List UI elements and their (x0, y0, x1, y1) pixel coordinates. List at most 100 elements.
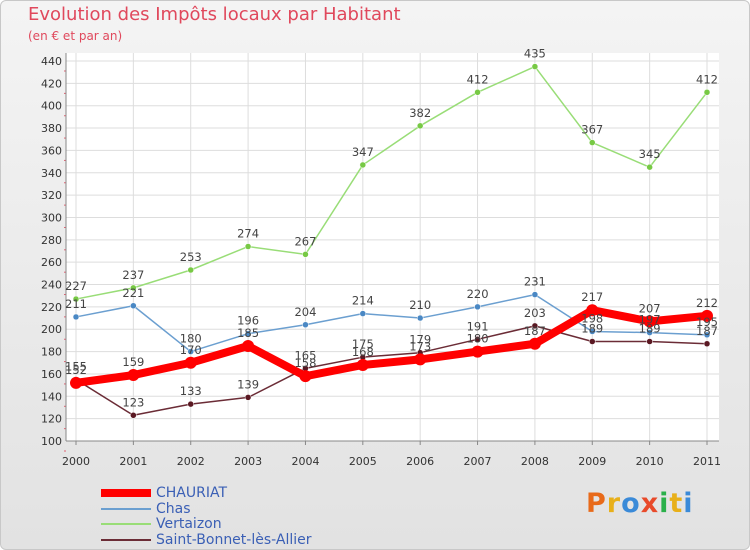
data-label-saint-bonnet-les-allier: 139 (237, 377, 259, 391)
y-tick-label: 400 (41, 100, 62, 113)
data-label-vertaizon: 253 (180, 250, 202, 264)
data-point-chas (302, 321, 309, 329)
y-tick-label: 360 (41, 144, 62, 157)
data-label-saint-bonnet-les-allier: 175 (352, 337, 374, 351)
data-point-saint-bonnet-les-allier (474, 336, 481, 343)
x-tick-label: 2007 (464, 455, 492, 468)
data-point-saint-bonnet-les-allier (187, 400, 194, 408)
x-tick-label: 2004 (291, 455, 319, 468)
data-point-chas (244, 330, 252, 337)
data-point-vertaizon (531, 63, 539, 70)
data-label-chas: 180 (180, 332, 202, 346)
data-label-chauriat: 185 (237, 326, 259, 340)
data-point-saint-bonnet-les-allier (703, 340, 711, 348)
data-point-chas (130, 302, 137, 310)
data-label-chas: 220 (467, 287, 489, 301)
data-label-vertaizon: 412 (696, 72, 718, 86)
x-tick-label: 2010 (636, 455, 664, 468)
y-tick-label: 380 (41, 122, 62, 135)
legend-label-vertaizon: Vertaizon (156, 516, 222, 532)
data-label-chas: 211 (65, 297, 87, 311)
series-line-chas (75, 293, 708, 353)
data-label-chauriat: 168 (352, 345, 374, 359)
legend-swatch-saint-bonnet (101, 539, 151, 541)
data-label-chauriat: 207 (639, 301, 661, 315)
y-tick-label: 320 (41, 189, 62, 202)
proxiti-logo: Proxiti (586, 488, 694, 519)
data-label-saint-bonnet-les-allier: 187 (696, 324, 718, 338)
data-label-saint-bonnet-les-allier: 191 (467, 319, 489, 333)
data-label-chauriat: 173 (409, 339, 431, 353)
y-tick-label: 440 (41, 55, 62, 68)
y-tick-label: 240 (41, 279, 62, 292)
data-label-vertaizon: 345 (639, 147, 661, 161)
data-label-saint-bonnet-les-allier: 165 (294, 348, 316, 362)
data-label-chauriat: 212 (696, 296, 718, 310)
data-label-saint-bonnet-les-allier: 155 (65, 360, 87, 374)
series-line-saint-bonnet-les-allier (75, 325, 708, 417)
legend-label-chauriat: CHAURIAT (156, 485, 228, 501)
data-point-chas (474, 303, 481, 311)
chart-title: Evolution des Impôts locaux par Habitant (28, 4, 401, 25)
data-label-chauriat: 152 (65, 363, 87, 377)
x-tick-label: 2008 (521, 455, 549, 468)
y-tick-label: 260 (41, 256, 62, 269)
data-point-vertaizon (72, 295, 80, 303)
data-point-chas (416, 314, 424, 322)
data-point-saint-bonnet-les-allier (244, 394, 252, 401)
data-label-chas: 196 (237, 314, 259, 328)
y-tick-label: 180 (41, 346, 62, 359)
data-point-vertaizon (416, 122, 424, 130)
data-label-chauriat: 217 (581, 290, 603, 304)
logo-letter: r (606, 488, 622, 519)
data-point-vertaizon (244, 243, 252, 250)
y-tick-label: 340 (41, 167, 62, 180)
y-tick-label: 420 (41, 77, 62, 90)
data-point-chauriat (184, 356, 197, 369)
data-label-vertaizon: 382 (409, 106, 431, 120)
data-label-chas: 210 (409, 298, 431, 312)
data-label-chauriat: 180 (467, 332, 489, 346)
data-label-chas: 198 (581, 311, 603, 325)
x-tick-label: 2003 (234, 455, 262, 468)
data-point-chas (531, 291, 539, 298)
series-line-vertaizon (75, 65, 708, 300)
data-point-saint-bonnet-les-allier (130, 412, 137, 419)
data-label-vertaizon: 274 (237, 227, 259, 241)
logo-letter: i (659, 488, 670, 519)
data-point-vertaizon (703, 89, 711, 96)
data-point-vertaizon (589, 139, 596, 146)
chart-subtitle: (en € et par an) (28, 29, 123, 43)
y-tick-label: 120 (41, 413, 62, 426)
data-point-chauriat (701, 309, 713, 322)
data-point-saint-bonnet-les-allier (531, 322, 539, 330)
plot-area (66, 53, 719, 441)
data-label-vertaizon: 412 (467, 72, 489, 86)
legend-swatch-chas (101, 508, 151, 510)
data-point-vertaizon (302, 251, 309, 258)
data-label-saint-bonnet-les-allier: 203 (524, 306, 546, 320)
x-tick-label: 2011 (693, 455, 721, 468)
logo-letter: P (586, 488, 607, 519)
data-point-chas (72, 313, 80, 321)
x-tick-label: 2001 (119, 455, 147, 468)
data-point-chas (359, 310, 367, 317)
data-point-vertaizon (187, 266, 194, 274)
data-point-chauriat (242, 340, 255, 352)
data-point-chauriat (528, 337, 541, 350)
data-point-chauriat (414, 353, 427, 366)
legend-swatch-chauriat (101, 489, 151, 497)
legend-swatch-vertaizon (101, 523, 151, 525)
y-tick-label: 280 (41, 234, 62, 247)
data-point-chas (703, 331, 711, 339)
series-line-chauriat (72, 306, 711, 387)
data-label-saint-bonnet-les-allier: 179 (409, 333, 431, 347)
logo-letter: o (621, 488, 641, 519)
data-point-vertaizon (130, 284, 137, 292)
data-label-chas: 197 (639, 313, 661, 327)
y-tick-label: 300 (41, 211, 62, 224)
data-point-vertaizon (646, 163, 653, 171)
logo-letter: t (669, 488, 684, 519)
